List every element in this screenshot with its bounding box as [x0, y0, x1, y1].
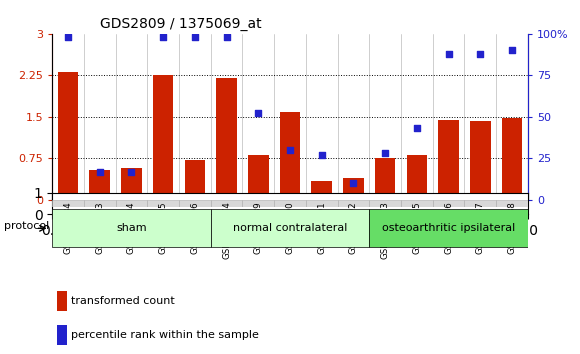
Text: osteoarthritic ipsilateral: osteoarthritic ipsilateral [382, 223, 515, 233]
Bar [216, 78, 237, 200]
Point [95, 169, 104, 175]
Bar [179, 200, 211, 207]
Text: GSM200596: GSM200596 [190, 201, 200, 254]
Text: GSM200591: GSM200591 [317, 201, 326, 254]
Text: GSM200594: GSM200594 [127, 201, 136, 254]
Point [63, 34, 72, 40]
Bar [433, 200, 465, 207]
Bar [369, 209, 528, 247]
Point [412, 126, 422, 131]
Bar [211, 209, 369, 247]
Bar [502, 118, 522, 200]
Text: GSM200588: GSM200588 [508, 201, 516, 254]
Text: GSM200586: GSM200586 [444, 201, 453, 254]
Bar [57, 325, 67, 345]
Point [508, 47, 517, 53]
Text: sham: sham [116, 223, 147, 233]
Text: normal contralateral: normal contralateral [233, 223, 347, 233]
Bar [58, 73, 78, 200]
Bar [153, 75, 173, 200]
Point [476, 51, 485, 56]
Text: protocol: protocol [4, 221, 49, 231]
Text: GSM1199973: GSM1199973 [380, 201, 390, 259]
Text: GSM200587: GSM200587 [476, 201, 485, 254]
Text: GSM200595: GSM200595 [159, 201, 168, 254]
Bar [470, 121, 491, 200]
Text: GDS2809 / 1375069_at: GDS2809 / 1375069_at [100, 17, 262, 31]
Point [317, 152, 327, 158]
Bar [57, 291, 67, 312]
Bar [496, 200, 528, 207]
Bar [338, 200, 369, 207]
Bar [242, 200, 274, 207]
Bar [211, 200, 242, 207]
Text: GSM200593: GSM200593 [95, 201, 104, 254]
Bar [375, 159, 396, 200]
Bar [184, 160, 205, 200]
Bar [52, 200, 84, 207]
Text: GSM200584: GSM200584 [64, 201, 72, 254]
Text: percentile rank within the sample: percentile rank within the sample [71, 330, 259, 340]
Point [285, 147, 295, 153]
Bar [343, 178, 364, 200]
Bar [438, 120, 459, 200]
Point [158, 34, 168, 40]
Bar [147, 200, 179, 207]
Point [444, 51, 453, 56]
Point [349, 181, 358, 186]
Bar [369, 200, 401, 207]
Bar [89, 170, 110, 200]
Point [253, 111, 263, 116]
Bar [274, 200, 306, 207]
Point [380, 150, 390, 156]
Bar [311, 181, 332, 200]
Text: GSM200585: GSM200585 [412, 201, 421, 254]
Text: transformed count: transformed count [71, 296, 175, 306]
Text: GSM200590: GSM200590 [285, 201, 295, 254]
Bar [115, 200, 147, 207]
Text: GSM200589: GSM200589 [254, 201, 263, 254]
Bar [280, 112, 300, 200]
Bar [84, 200, 115, 207]
Bar [306, 200, 338, 207]
Bar [52, 209, 211, 247]
Point [127, 169, 136, 175]
Bar [248, 155, 269, 200]
Point [190, 34, 200, 40]
Bar [121, 168, 142, 200]
Bar [401, 200, 433, 207]
Text: GSM200592: GSM200592 [349, 201, 358, 254]
Bar [407, 155, 427, 200]
Point [222, 34, 231, 40]
Text: GSM1199974: GSM1199974 [222, 201, 231, 259]
Bar [465, 200, 496, 207]
